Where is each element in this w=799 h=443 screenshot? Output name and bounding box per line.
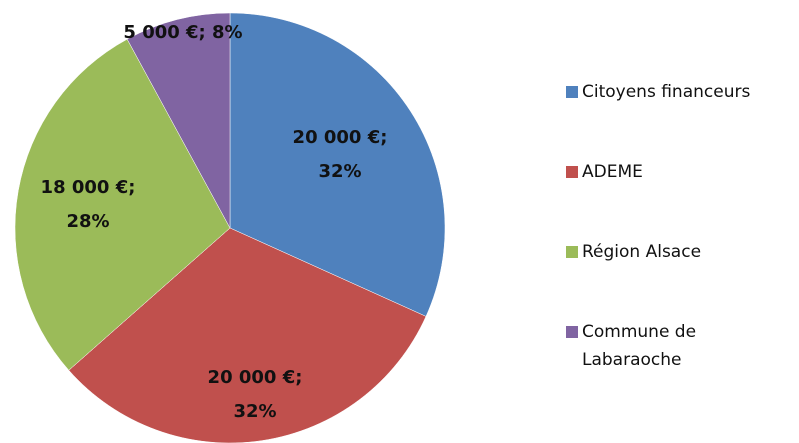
pie-slice [126,12,231,229]
pie-slice [68,227,427,443]
legend: Citoyens financeurs ADEME Région Alsace Com… [566,78,750,398]
legend-item: Commune de Labaraoche [566,318,750,398]
legend-label: Région Alsace [582,242,702,262]
legend-swatch [566,326,578,338]
data-label: 20 000 €; 32% [207,367,303,422]
legend-swatch [566,246,578,258]
pie-slice [14,38,231,371]
data-label: 18 000 €; 28% [40,177,136,232]
pie-slice [229,12,446,317]
legend-label: ADEME [582,162,643,182]
legend-item: Région Alsace [566,238,750,318]
legend-swatch [566,86,578,98]
legend-label: Citoyens financeurs [582,82,751,102]
data-label: 5 000 €; 8% [123,22,243,43]
legend-swatch [566,166,578,178]
legend-label: Commune de Labaraoche [582,322,697,370]
data-label: 20 000 €; 32% [292,127,388,182]
legend-item: Citoyens financeurs [566,78,750,158]
legend-item: ADEME [566,158,750,238]
